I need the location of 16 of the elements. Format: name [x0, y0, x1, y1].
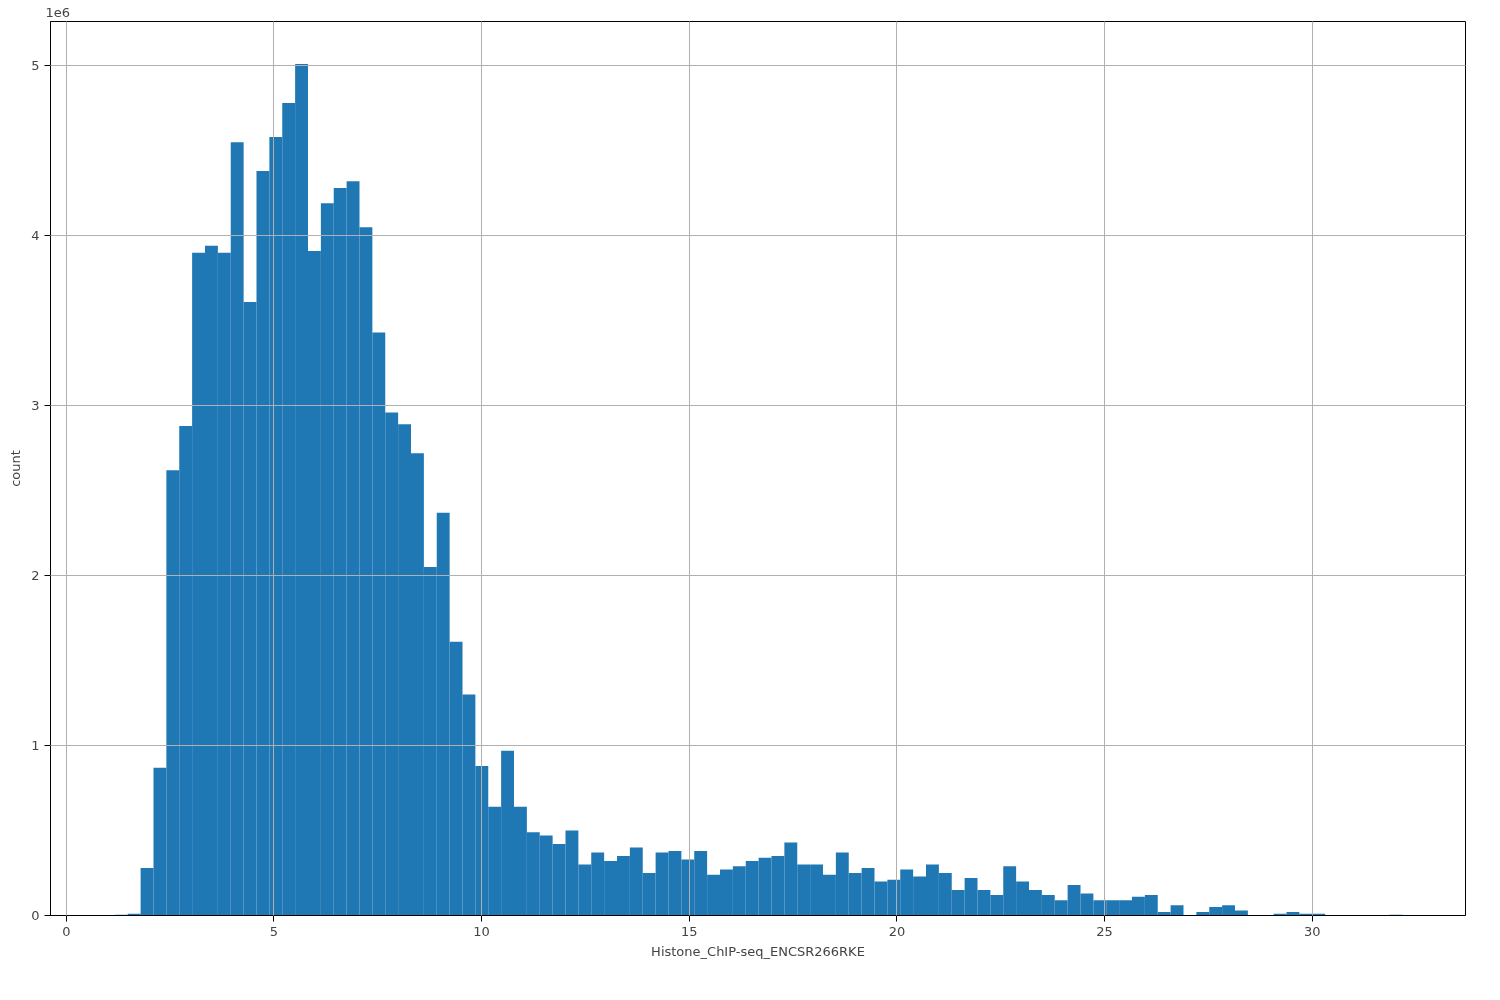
x-tick-label: 25	[1096, 923, 1113, 939]
y-tick-label: 4	[31, 228, 40, 244]
x-tick-label: 0	[62, 923, 71, 939]
y-axis-title: count	[8, 450, 24, 487]
x-tick-label: 20	[888, 923, 906, 939]
y-tick-label: 1	[31, 738, 40, 754]
y-tick-label: 2	[31, 568, 40, 584]
text: 1e6	[45, 4, 71, 20]
x-axis-title: Histone_ChIP-seq_ENCSR266RKE	[651, 943, 865, 959]
x-tick-label: 15	[680, 923, 698, 939]
y-tick-label: 3	[31, 398, 40, 414]
x-tick-label: 30	[1303, 923, 1321, 939]
x-tick-label: 5	[269, 923, 279, 939]
y-tick-label: 5	[31, 58, 40, 74]
x-tick-label: 10	[473, 923, 490, 939]
y-tick-label: 0	[31, 908, 40, 923]
